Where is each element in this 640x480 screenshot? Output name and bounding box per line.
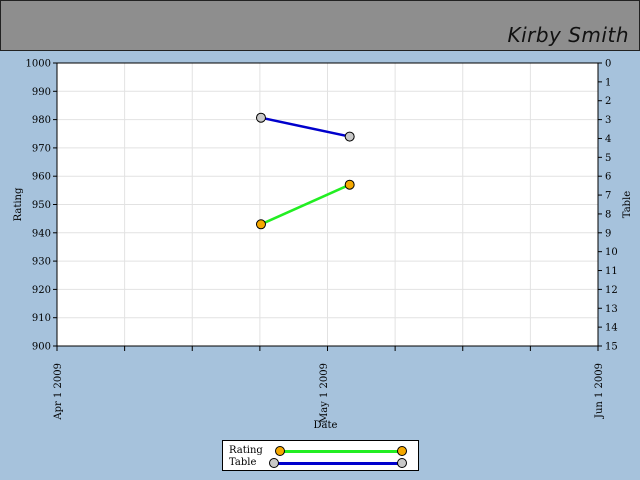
legend-label-rating: Rating [229,445,263,456]
data-point-rating [344,179,355,190]
y2-tick-label: 2 [605,96,611,107]
y-tick-label: 920 [32,285,51,296]
y-axis-title: Rating [13,187,24,221]
y2-tick-label: 10 [605,247,618,258]
player-name: Kirby Smith [507,23,629,47]
y2-tick-label: 14 [605,323,618,334]
y2-tick-label: 9 [605,228,611,239]
header-bar: Kirby Smith [0,0,640,51]
legend-line-table [275,462,401,465]
y2-tick-label: 4 [605,134,611,145]
data-point-table [255,112,266,123]
y2-axis-title: Table [622,191,633,218]
data-point-rating [255,219,266,230]
y2-tick-label: 1 [605,77,611,88]
legend-label-table: Table [229,457,257,468]
y2-tick-label: 7 [605,191,611,202]
y2-tick-label: 13 [605,304,618,315]
x-tick-label: Jun 1 2009 [594,363,605,419]
y2-tick-label: 6 [605,172,611,183]
legend-marker-table [269,458,279,468]
legend-line-rating [281,450,401,453]
legend-marker-rating [275,446,285,456]
series-line-rating [260,183,351,226]
x-tick-label: Apr 1 2009 [53,363,64,421]
y2-tick-label: 12 [605,285,618,296]
y-tick-label: 950 [32,200,51,211]
y-tick-label: 980 [32,115,51,126]
y2-tick-label: 15 [605,342,618,353]
chart-legend: Rating Table [222,440,419,471]
y2-tick-label: 11 [605,266,618,277]
x-axis-title: Date [314,420,338,431]
y2-tick-label: 0 [605,59,611,70]
legend-item-table: Table [229,457,256,469]
legend-marker-rating [397,446,407,456]
y-tick-label: 970 [32,143,51,154]
y-tick-label: 940 [32,228,51,239]
series-line-table [260,116,350,138]
legend-item-rating: Rating [229,445,263,457]
y-tick-label: 1000 [26,59,51,70]
y-tick-label: 900 [32,342,51,353]
y2-tick-label: 5 [605,153,611,164]
legend-marker-table [397,458,407,468]
y2-tick-label: 8 [605,209,611,220]
x-tick-label: May 1 2009 [319,363,330,423]
y-tick-label: 990 [32,87,51,98]
y-tick-label: 910 [32,313,51,324]
y2-tick-label: 3 [605,115,611,126]
y-tick-label: 930 [32,257,51,268]
y-tick-label: 960 [32,172,51,183]
data-point-table [344,131,355,142]
